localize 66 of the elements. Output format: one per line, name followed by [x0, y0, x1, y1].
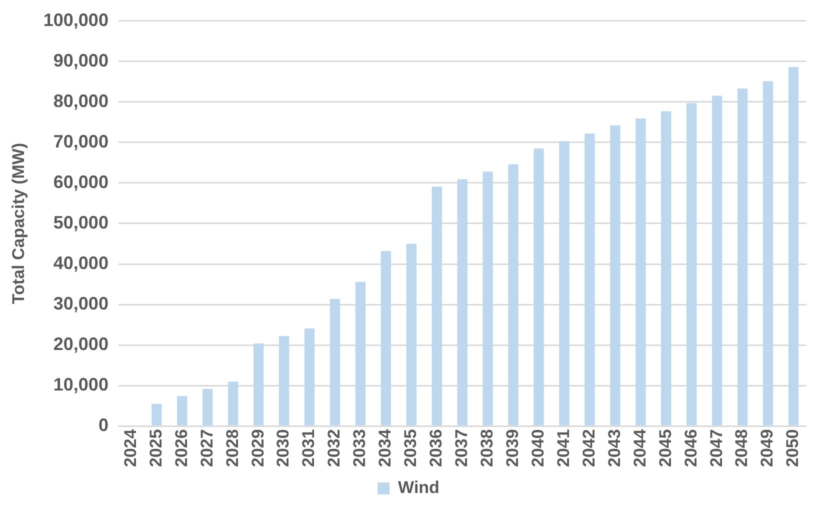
bar	[712, 96, 722, 426]
bar	[661, 111, 672, 426]
x-tick-label: 2050	[783, 429, 802, 468]
bar	[508, 164, 518, 426]
x-tick-label: 2038	[478, 429, 497, 468]
bar	[584, 133, 595, 426]
bar	[482, 172, 493, 426]
x-tick-label: 2043	[604, 429, 624, 468]
x-tick-label: 2036	[426, 429, 446, 468]
x-tick-label: 2039	[502, 429, 522, 468]
bar	[788, 67, 799, 426]
y-tick-label: 70,000	[53, 131, 108, 152]
legend-label: Wind	[398, 478, 440, 498]
y-axis-title: Total Capacity (MW)	[8, 142, 28, 304]
x-tick-label: 2034	[376, 428, 395, 468]
x-tick-label: 2041	[554, 429, 573, 468]
bar	[304, 328, 315, 426]
y-tick-label: 100,000	[43, 10, 108, 30]
x-tick-label: 2044	[630, 428, 650, 468]
x-tick-label: 2046	[681, 429, 700, 468]
bar	[610, 125, 620, 426]
y-tick-label: 90,000	[53, 50, 108, 70]
bar	[253, 343, 264, 426]
x-tick-label: 2048	[732, 429, 752, 468]
bar	[457, 179, 468, 426]
x-tick-label: 2033	[350, 429, 370, 468]
x-tick-label: 2032	[324, 429, 344, 468]
x-tick-label: 2045	[656, 429, 675, 468]
y-tick-label: 80,000	[53, 90, 108, 111]
y-tick-label: 60,000	[53, 172, 108, 192]
x-tick-label: 2037	[452, 429, 472, 468]
bar	[152, 404, 162, 426]
bar	[380, 251, 392, 426]
y-tick-label: 10,000	[53, 374, 108, 395]
bar	[202, 388, 213, 426]
y-tick-label: 0	[98, 415, 108, 436]
x-tick-label: 2026	[172, 429, 191, 468]
x-tick-label: 2025	[146, 429, 166, 468]
x-tick-label: 2042	[579, 429, 598, 468]
x-tick-label: 2028	[222, 429, 242, 468]
bar	[278, 336, 290, 426]
bar	[355, 282, 366, 426]
bar	[406, 244, 417, 426]
x-tick-label: 2040	[528, 429, 548, 468]
bar	[330, 298, 340, 426]
bar	[737, 88, 748, 426]
bar	[559, 141, 570, 426]
x-tick-label: 2047	[706, 429, 726, 468]
y-tick-label: 30,000	[53, 294, 108, 314]
x-tick-label: 2024	[120, 428, 140, 468]
bar	[534, 148, 544, 426]
bar	[228, 382, 238, 426]
bar	[177, 396, 188, 426]
bar	[686, 103, 697, 426]
x-tick-label: 2030	[274, 429, 293, 468]
bar	[432, 186, 442, 426]
bar	[636, 118, 646, 426]
bar	[762, 81, 774, 426]
y-tick-label: 20,000	[53, 334, 108, 354]
x-tick-label: 2049	[758, 429, 777, 468]
y-tick-label: 50,000	[53, 212, 108, 232]
x-tick-label: 2029	[248, 429, 268, 468]
x-tick-label: 2035	[401, 429, 420, 468]
y-tick-label: 40,000	[53, 253, 108, 273]
x-tick-label: 2031	[299, 429, 318, 468]
x-tick-label: 2027	[197, 429, 216, 468]
